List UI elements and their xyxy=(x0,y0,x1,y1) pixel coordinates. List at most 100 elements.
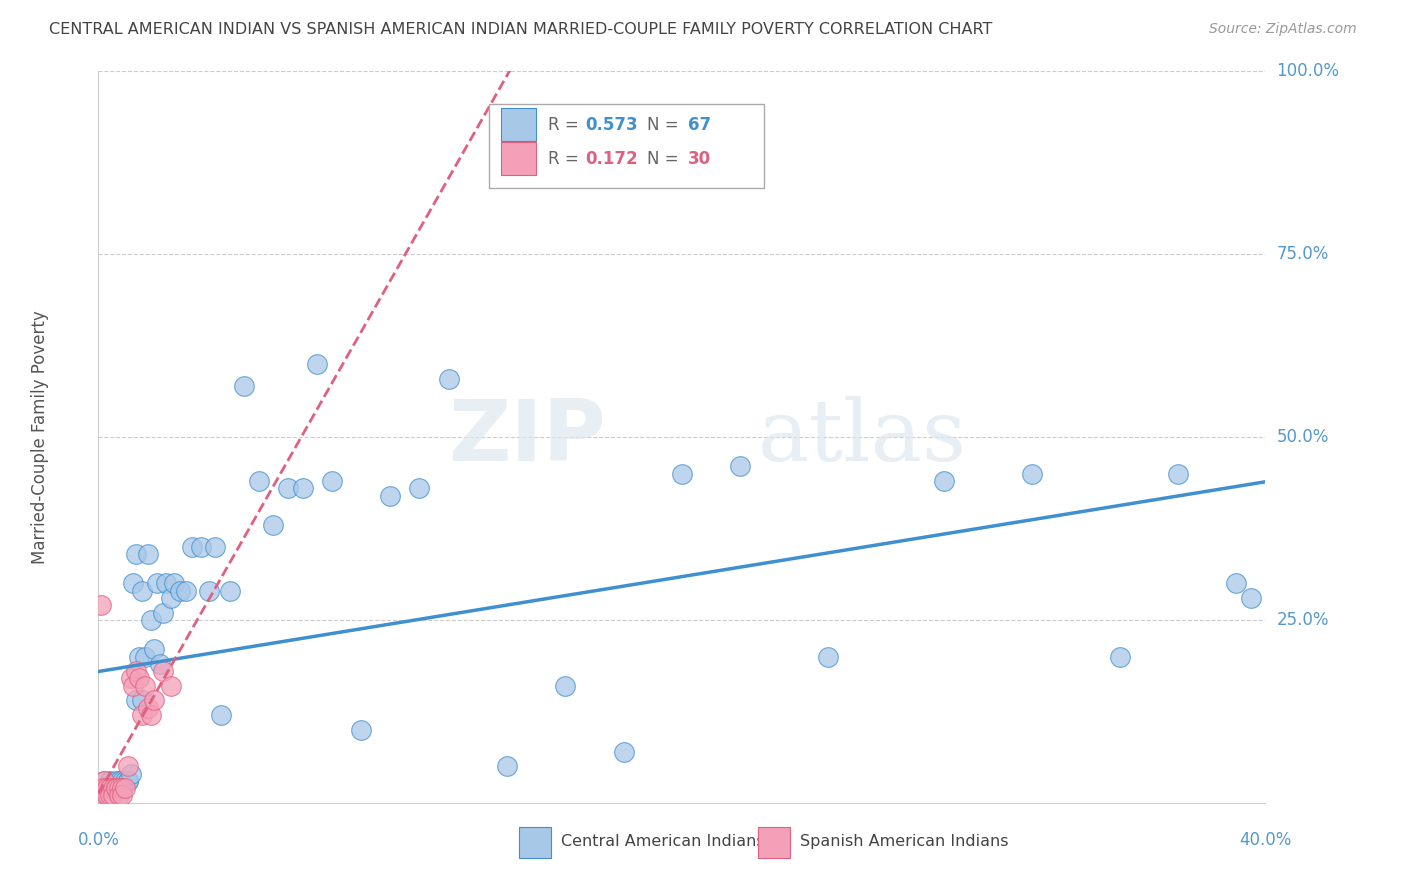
Text: 40.0%: 40.0% xyxy=(1239,830,1292,848)
Point xyxy=(96,789,118,803)
Point xyxy=(190,540,212,554)
Point xyxy=(612,745,634,759)
Point xyxy=(934,474,956,488)
Point xyxy=(98,781,121,796)
Point xyxy=(117,773,139,788)
Point xyxy=(134,649,156,664)
Text: ZIP: ZIP xyxy=(449,395,606,479)
Point xyxy=(93,789,115,803)
Point xyxy=(277,481,299,495)
Point xyxy=(180,540,202,554)
Point xyxy=(90,789,112,803)
Point xyxy=(125,547,148,561)
FancyBboxPatch shape xyxy=(501,143,536,175)
Text: 50.0%: 50.0% xyxy=(1277,428,1329,446)
Point xyxy=(1021,467,1043,481)
Text: 0.172: 0.172 xyxy=(585,150,638,168)
Point xyxy=(108,781,131,796)
Point xyxy=(128,672,150,686)
Point xyxy=(291,481,314,495)
Point xyxy=(204,540,226,554)
Point xyxy=(817,649,839,664)
Point xyxy=(169,583,191,598)
Point xyxy=(380,489,402,503)
Text: N =: N = xyxy=(647,150,683,168)
Point xyxy=(131,583,153,598)
Text: Source: ZipAtlas.com: Source: ZipAtlas.com xyxy=(1209,22,1357,37)
Point xyxy=(350,723,373,737)
Point xyxy=(125,664,148,678)
Point xyxy=(104,781,127,796)
Point xyxy=(437,371,460,385)
FancyBboxPatch shape xyxy=(519,827,551,858)
Text: 100.0%: 100.0% xyxy=(1277,62,1340,80)
Point xyxy=(93,773,115,788)
Point xyxy=(321,474,343,488)
Point xyxy=(93,781,115,796)
Point xyxy=(108,773,131,788)
Point xyxy=(122,679,145,693)
Point xyxy=(262,517,284,532)
Point xyxy=(111,773,134,788)
Point xyxy=(142,642,165,657)
Point xyxy=(104,781,127,796)
Point xyxy=(152,606,174,620)
Point xyxy=(209,708,232,723)
Point xyxy=(114,781,136,796)
Text: R =: R = xyxy=(548,116,583,134)
Point xyxy=(117,773,139,788)
Point xyxy=(98,781,121,796)
Text: Spanish American Indians: Spanish American Indians xyxy=(800,834,1008,849)
Text: atlas: atlas xyxy=(758,395,967,479)
Point xyxy=(160,591,183,605)
Point xyxy=(90,789,112,803)
Point xyxy=(104,781,127,796)
Point xyxy=(108,781,131,796)
Point xyxy=(1167,467,1189,481)
Point xyxy=(108,789,131,803)
Text: R =: R = xyxy=(548,150,583,168)
Point xyxy=(149,657,172,671)
Point xyxy=(136,700,159,714)
FancyBboxPatch shape xyxy=(758,827,790,858)
Point xyxy=(139,613,162,627)
Point xyxy=(218,583,240,598)
Point xyxy=(101,781,124,796)
Text: Central American Indians: Central American Indians xyxy=(561,834,765,849)
Text: CENTRAL AMERICAN INDIAN VS SPANISH AMERICAN INDIAN MARRIED-COUPLE FAMILY POVERTY: CENTRAL AMERICAN INDIAN VS SPANISH AMERI… xyxy=(49,22,993,37)
Point xyxy=(96,781,118,796)
Point xyxy=(131,708,153,723)
Point xyxy=(233,379,256,393)
Point xyxy=(117,759,139,773)
FancyBboxPatch shape xyxy=(501,108,536,141)
Point xyxy=(554,679,576,693)
Point xyxy=(90,781,112,796)
Point xyxy=(155,576,177,591)
Point xyxy=(122,576,145,591)
Point xyxy=(111,789,134,803)
Point xyxy=(128,649,150,664)
Point xyxy=(163,576,186,591)
Point xyxy=(98,789,121,803)
Point xyxy=(408,481,430,495)
Point xyxy=(307,357,329,371)
Point xyxy=(120,672,142,686)
Point xyxy=(96,781,118,796)
Text: 0.0%: 0.0% xyxy=(77,830,120,848)
Point xyxy=(1225,576,1247,591)
Point xyxy=(134,679,156,693)
Point xyxy=(98,773,121,788)
Point xyxy=(111,781,134,796)
Point xyxy=(142,693,165,707)
Point xyxy=(1240,591,1263,605)
Point xyxy=(146,576,169,591)
Point xyxy=(90,599,112,613)
Text: N =: N = xyxy=(647,116,683,134)
Text: 30: 30 xyxy=(688,150,711,168)
Point xyxy=(152,664,174,678)
Point xyxy=(730,459,752,474)
Text: Married-Couple Family Poverty: Married-Couple Family Poverty xyxy=(31,310,49,564)
Point xyxy=(671,467,693,481)
Point xyxy=(174,583,197,598)
Point xyxy=(114,773,136,788)
